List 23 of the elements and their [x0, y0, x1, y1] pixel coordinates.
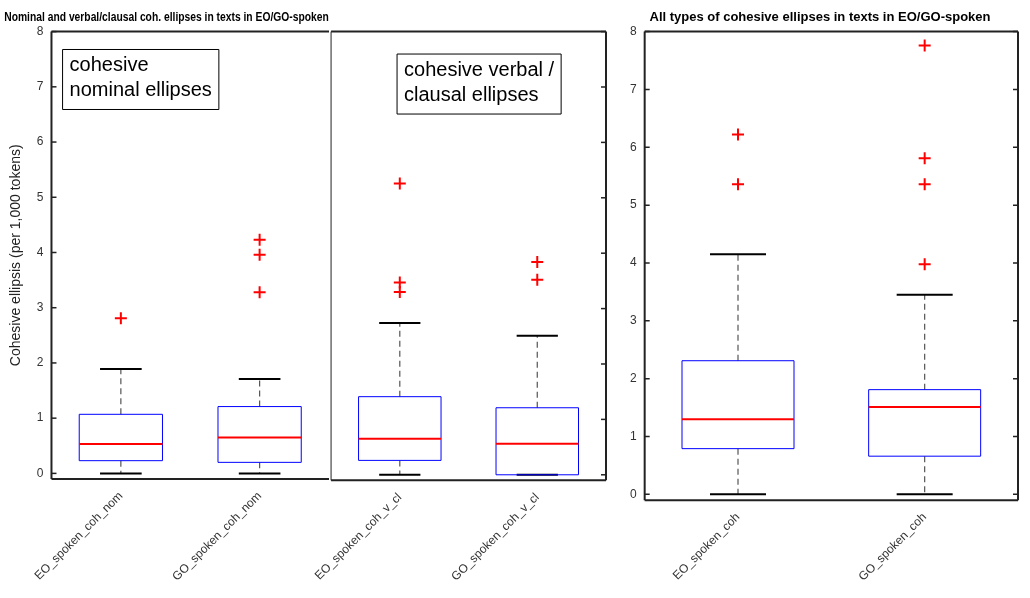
annotation: cohesive verbal / clausal ellipses: [404, 57, 555, 105]
y-tick-label: 0: [36, 465, 44, 480]
y-tick-label: 8: [36, 23, 44, 38]
y-tick-label: 0: [629, 486, 637, 501]
chart-title: Nominal and verbal/clausal coh. ellipses in texts in EO/GO-spoken: [4, 9, 329, 24]
y-tick-label: 8: [629, 23, 637, 38]
y-tick-label: 7: [36, 79, 44, 94]
y-tick-label: 2: [629, 370, 637, 385]
y-tick-label: 3: [629, 313, 637, 328]
y-tick-label: 1: [629, 428, 637, 443]
y-axis-title: Cohesive ellipsis (per 1,000 tokens): [7, 144, 24, 367]
y-tick-label: 5: [629, 197, 637, 212]
y-tick-label: 6: [629, 139, 637, 154]
annotation: cohesive nominal ellipses: [69, 53, 212, 101]
y-tick-label: 4: [629, 255, 637, 270]
y-tick-label: 4: [36, 244, 44, 259]
y-tick-label: 6: [36, 134, 44, 149]
y-tick-label: 2: [36, 355, 44, 370]
y-tick-label: 1: [36, 410, 44, 425]
y-tick-label: 3: [36, 300, 44, 315]
y-tick-label: 5: [36, 189, 44, 204]
y-tick-label: 7: [629, 81, 637, 96]
chart-title: All types of cohesive ellipses in texts in EO/GO-spoken: [649, 9, 991, 25]
